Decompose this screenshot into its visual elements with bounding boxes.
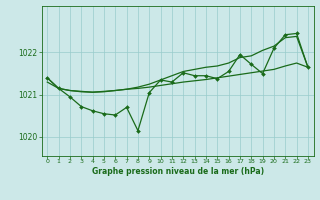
X-axis label: Graphe pression niveau de la mer (hPa): Graphe pression niveau de la mer (hPa)	[92, 167, 264, 176]
